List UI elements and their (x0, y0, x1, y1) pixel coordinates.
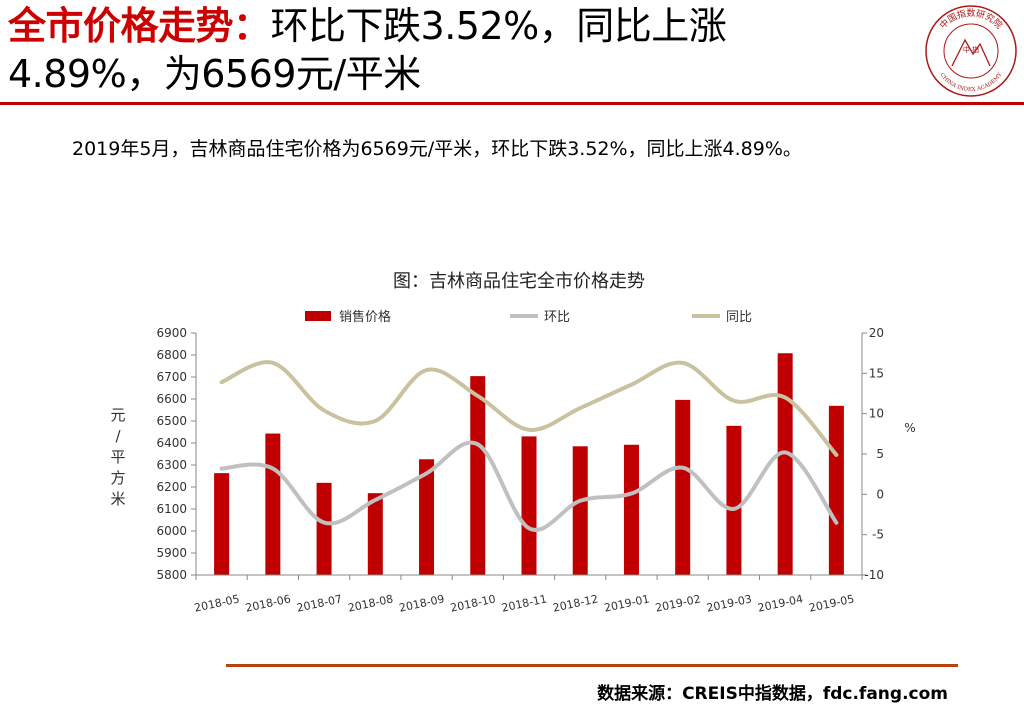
y-left-tick-label: 6700 (156, 370, 187, 384)
y-left-tick-label: 6900 (156, 326, 187, 340)
x-tick-label: 2018-07 (296, 592, 344, 614)
price-bar (214, 473, 230, 575)
x-tick-label: 2018-09 (398, 592, 446, 614)
price-bar (521, 436, 537, 575)
x-tick-label: 2018-05 (193, 592, 241, 614)
x-tick-label: 2018-08 (347, 592, 395, 614)
chart-legend: 销售价格 环比 同比 (305, 309, 752, 325)
price-bar (726, 425, 742, 575)
trend-lines (219, 360, 839, 532)
y-right-tick-label: 10 (869, 407, 884, 421)
footer-divider (226, 664, 958, 667)
x-tick-label: 2018-06 (244, 592, 292, 614)
x-tick-label: 2019-02 (654, 592, 702, 614)
yoy-line (219, 360, 839, 457)
y-right-tick-label: 5 (876, 447, 884, 461)
y-left-axis-label: / (115, 427, 121, 445)
legend-label: 同比 (726, 310, 752, 325)
y-right-tick-label: 20 (869, 326, 884, 340)
y-left-axis-label: 米 (110, 490, 125, 508)
y-left-axis-label: 元 (110, 406, 125, 424)
chart-title: 图：吉林商品住宅全市价格走势 (393, 271, 645, 292)
page-title: 全市价格走势：环比下跌3.52%，同比上涨 4.89%，为6569元/平米 (8, 2, 888, 98)
price-bars (214, 353, 844, 575)
price-bar (265, 433, 281, 575)
price-bar (828, 405, 844, 575)
china-index-academy-logo: 中国指数研究院 CHINA INDEX ACADEMY 中 指 (925, 5, 1017, 97)
y-right-axis-label: % (904, 421, 915, 435)
price-trend-chart: 图：吉林商品住宅全市价格走势 销售价格 环比 同比 5800 5900 6000 6100… (110, 271, 915, 615)
mom-line (219, 440, 839, 532)
y-left-tick-label: 6500 (156, 414, 187, 428)
y-left-tick-label: 6300 (156, 458, 187, 472)
y-left-axis-label: 平 (110, 448, 125, 466)
y-right-tick-label: 0 (876, 487, 884, 501)
y-left-tick-label: 6600 (156, 392, 187, 406)
price-bar (675, 399, 691, 575)
y-left-tick-label: 6200 (156, 480, 187, 494)
title-line2: 4.89%，为6569元/平米 (8, 52, 421, 96)
x-tick-label: 2019-05 (808, 592, 856, 614)
y-right-tick-label: -5 (872, 528, 884, 542)
chart-axes: 5800 5900 6000 6100 6200 6300 6400 6500 6600 6700… (110, 326, 915, 615)
y-left-tick-label: 6100 (156, 502, 187, 516)
price-bar (367, 493, 383, 575)
x-tick-label: 2019-01 (603, 592, 651, 614)
title-divider (0, 102, 1024, 105)
x-tick-label: 2019-03 (705, 592, 753, 614)
y-left-tick-label: 5900 (156, 546, 187, 560)
y-right-tick-label: -10 (864, 568, 884, 582)
price-bar (572, 446, 588, 575)
x-tick-label: 2018-10 (449, 592, 497, 614)
y-left-tick-label: 6800 (156, 348, 187, 362)
price-bar (623, 444, 639, 575)
legend-label: 环比 (544, 310, 570, 325)
price-bar (316, 482, 332, 575)
price-bar (777, 353, 793, 575)
legend-swatch-bar (305, 311, 331, 321)
y-left-axis-label: 方 (110, 469, 125, 487)
legend-label: 销售价格 (339, 309, 391, 325)
y-left-tick-label: 5800 (156, 568, 187, 582)
data-source: 数据来源：CREIS中指数据，fdc.fang.com (597, 684, 948, 704)
y-right-tick-label: 15 (869, 366, 884, 380)
price-bar (470, 376, 486, 575)
price-bar (419, 459, 435, 575)
logo-center-text: 中 指 (963, 45, 979, 54)
summary-text: 2019年5月，吉林商品住宅价格为6569元/平米，环比下跌3.52%，同比上涨… (72, 138, 802, 160)
y-left-tick-label: 6400 (156, 436, 187, 450)
title-highlight: 全市价格走势： (8, 4, 271, 48)
x-tick-label: 2019-04 (757, 592, 805, 614)
x-tick-label: 2018-11 (500, 592, 548, 614)
title-line1-rest: 环比下跌3.52%，同比上涨 (270, 4, 727, 48)
y-left-tick-label: 6000 (156, 524, 187, 538)
x-tick-label: 2018-12 (552, 592, 600, 614)
